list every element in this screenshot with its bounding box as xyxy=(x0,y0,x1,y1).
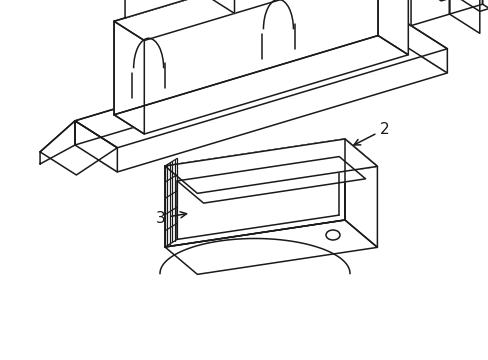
Polygon shape xyxy=(114,36,407,134)
Polygon shape xyxy=(75,22,404,145)
Polygon shape xyxy=(482,0,488,23)
Polygon shape xyxy=(200,193,209,196)
Polygon shape xyxy=(114,0,407,41)
Polygon shape xyxy=(125,0,204,18)
Polygon shape xyxy=(448,0,482,14)
Polygon shape xyxy=(404,22,447,73)
Polygon shape xyxy=(410,0,448,26)
Text: 3: 3 xyxy=(156,211,186,225)
Ellipse shape xyxy=(191,196,219,238)
Text: 2: 2 xyxy=(353,122,389,145)
Polygon shape xyxy=(377,0,407,55)
Polygon shape xyxy=(448,0,479,33)
Polygon shape xyxy=(164,139,377,193)
Polygon shape xyxy=(345,139,377,247)
Ellipse shape xyxy=(325,230,339,240)
Polygon shape xyxy=(75,46,447,172)
Polygon shape xyxy=(40,121,117,175)
Polygon shape xyxy=(75,22,447,148)
Polygon shape xyxy=(177,157,365,203)
Polygon shape xyxy=(75,121,117,172)
Polygon shape xyxy=(410,0,479,1)
Text: 1: 1 xyxy=(0,359,1,360)
Polygon shape xyxy=(164,139,345,247)
Polygon shape xyxy=(114,0,377,115)
Polygon shape xyxy=(164,139,377,193)
Polygon shape xyxy=(448,0,488,12)
Polygon shape xyxy=(164,220,377,274)
Polygon shape xyxy=(40,121,75,164)
Polygon shape xyxy=(160,220,377,274)
Polygon shape xyxy=(197,196,213,201)
Polygon shape xyxy=(114,21,144,134)
Polygon shape xyxy=(204,0,234,13)
